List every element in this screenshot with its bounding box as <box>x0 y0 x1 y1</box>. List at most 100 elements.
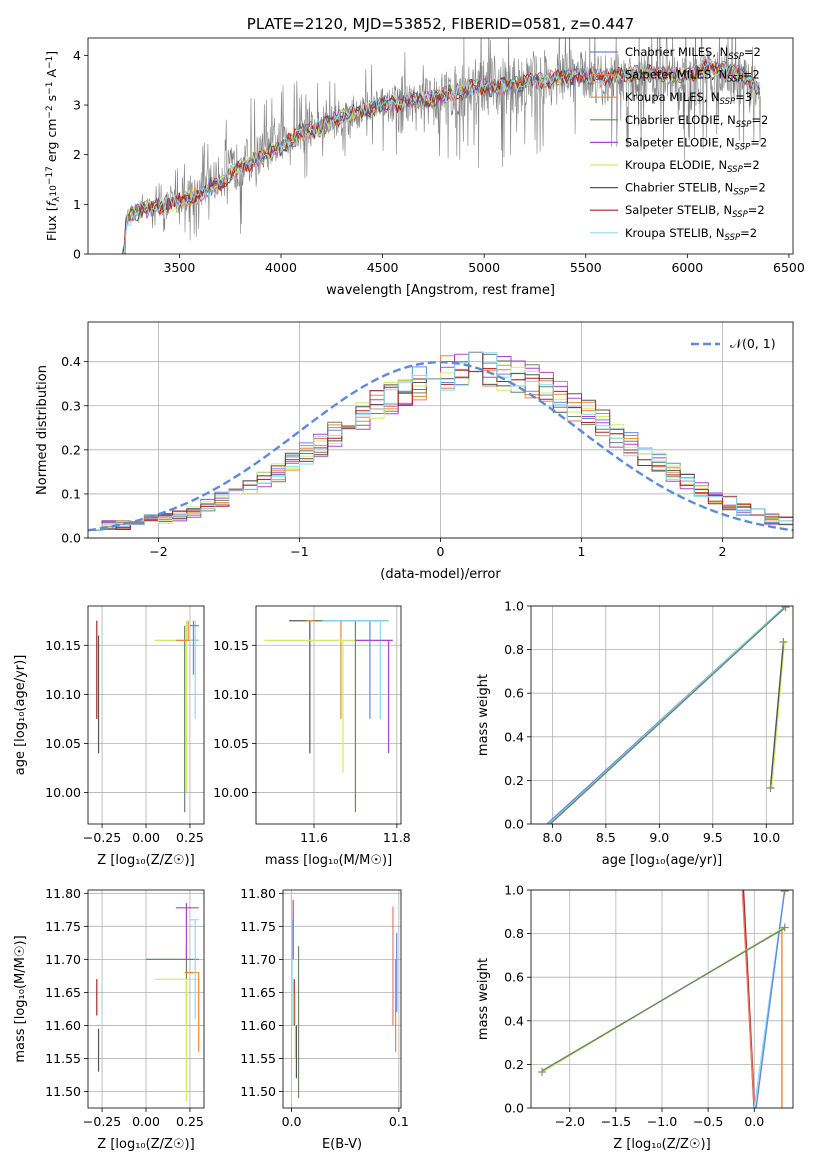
weight-line <box>541 927 786 1072</box>
plot-area <box>538 890 789 1108</box>
x-axis-label: mass [log₁₀(M/M☉)] <box>265 853 392 868</box>
axes-frame <box>255 605 402 825</box>
x-tick-label: 3500 <box>164 260 196 275</box>
y-tick-label: 0.0 <box>61 531 81 546</box>
y-tick-label: 0.6 <box>504 686 524 701</box>
weight-marker <box>766 784 775 793</box>
y-tick-label: 10.15 <box>213 638 249 653</box>
x-tick-label: −1.0 <box>647 1114 677 1129</box>
y-tick-label: 2 <box>73 147 81 162</box>
weight-marker <box>779 637 788 646</box>
y-tick-label: 10.00 <box>45 785 81 800</box>
axes-frame <box>87 37 794 255</box>
legend-label-text: Chabrier STELIB, N <box>625 181 733 195</box>
y-tick-label: 10.00 <box>213 785 249 800</box>
x-tick-label: 11.8 <box>383 830 411 845</box>
legend-label: Kroupa MILES, NSSP=3 <box>625 90 752 107</box>
x-tick-label: 6500 <box>773 260 805 275</box>
y-axis-label-part: −17 <box>45 166 55 185</box>
x-tick-label: 4500 <box>367 260 399 275</box>
axes-frame <box>282 889 402 1109</box>
histogram-8 <box>88 351 793 531</box>
legend-label-text: Kroupa STELIB, N <box>625 226 725 240</box>
y-tick-label: 10.15 <box>45 638 81 653</box>
y-tick-label: 0.2 <box>504 1057 524 1072</box>
x-tick-label: 0.0 <box>282 1114 302 1129</box>
weight-line <box>769 643 785 787</box>
legend-label-text: Salpeter ELODIE, N <box>625 135 735 149</box>
plot-area <box>122 38 761 254</box>
y-tick-label: 0.4 <box>504 1013 524 1028</box>
y-tick-label: 11.80 <box>240 886 276 901</box>
legend-label-suffix: =2 <box>743 158 760 172</box>
axes-frame <box>530 605 794 825</box>
x-tick-label: 11.6 <box>300 830 328 845</box>
y-axis-label-part: −2 <box>45 105 55 118</box>
y-tick-label: 11.55 <box>45 1051 81 1066</box>
y-axis-label: mass weight <box>476 958 491 1040</box>
legend-label-suffix: =2 <box>740 226 757 240</box>
legend-label-suffix: =2 <box>749 181 766 195</box>
x-axis-label: Z [log₁₀(Z/Z☉)] <box>613 1137 710 1152</box>
y-tick-label: 0.8 <box>504 642 524 657</box>
weight-marker <box>780 923 789 932</box>
x-tick-label: −2 <box>149 544 167 559</box>
y-tick-label: 11.50 <box>240 1084 276 1099</box>
x-tick-label: −2.0 <box>555 1114 585 1129</box>
axes-massweight-vs-Z: −2.0 −1.5 −1.0 −0.5 0.0 0.0 0.2 0.4 0.6 0.8 1.0 Z [… <box>476 883 794 1152</box>
y-axis-label-part: −1 <box>45 82 55 95</box>
x-tick-label: −0.5 <box>693 1114 723 1129</box>
y-tick-label: 11.65 <box>45 985 81 1000</box>
y-axis-label-part: λ <box>52 196 62 202</box>
weight-line <box>741 890 755 1108</box>
weight-marker <box>781 606 790 612</box>
y-tick-label: 0.8 <box>504 926 524 941</box>
x-axis-label: (data-model)/error <box>380 567 501 582</box>
x-tick-label: 0.25 <box>176 830 204 845</box>
y-tick-label: 0.2 <box>504 773 524 788</box>
x-tick-label: 0.25 <box>176 1114 204 1129</box>
weight-line <box>770 640 786 790</box>
y-tick-label: 1 <box>73 197 81 212</box>
ticks: 11.6 11.8 10.00 10.05 10.10 10.15 <box>213 638 411 845</box>
legend-label-text: Salpeter MILES, N <box>625 68 727 82</box>
y-axis-label-part: s <box>44 95 59 106</box>
y-axis-label: mass weight <box>476 674 491 756</box>
x-tick-label: 10.0 <box>752 830 780 845</box>
legend-label: Chabrier STELIB, NSSP=2 <box>625 181 766 198</box>
x-tick-label: 4000 <box>265 260 297 275</box>
x-axis-label: wavelength [Angstrom, rest frame] <box>326 283 555 298</box>
axes-age-vs-mass: 11.6 11.8 10.00 10.05 10.10 10.15 mass [log₁₀(… <box>213 605 411 868</box>
x-tick-label: 0 <box>437 544 445 559</box>
y-tick-label: 3 <box>73 98 81 113</box>
y-axis-label: mass [log₁₀(M/M☉)] <box>13 935 28 1062</box>
legend-label: Salpeter ELODIE, NSSP=2 <box>625 135 767 152</box>
y-tick-label: 11.60 <box>45 1018 81 1033</box>
legend-label-text: Chabrier ELODIE, N <box>625 113 736 127</box>
legend-label-sub: SSP <box>727 75 743 85</box>
weight-line <box>549 607 785 824</box>
x-tick-label: 1 <box>578 544 586 559</box>
x-tick-label: 9.5 <box>703 830 723 845</box>
axes-age-vs-Z: −0.25 0.00 0.25 10.00 10.05 10.10 10.15 Z [log₁… <box>13 605 205 868</box>
legend-label-suffix: =2 <box>751 113 768 127</box>
legend-label-sub: SSP <box>733 188 749 198</box>
y-tick-label: 0.2 <box>61 442 81 457</box>
y-axis-label: Normed distribution <box>35 365 50 495</box>
weight-line <box>548 606 786 824</box>
legend-label-text: Salpeter STELIB, N <box>625 203 732 217</box>
legend-label: 𝒩(0, 1) <box>730 336 776 351</box>
plot-area <box>96 903 200 1102</box>
axes-spectrum: 3500 4000 4500 5000 5500 6000 6500 0 1 2 3 4 PLATE=2… <box>44 15 805 298</box>
legend-label-text: Kroupa ELODIE, N <box>625 158 727 172</box>
y-tick-label: 4 <box>73 48 81 63</box>
plot-area <box>291 899 398 1099</box>
y-axis-label-part: 10 <box>49 185 59 197</box>
axes-mass-vs-Z: −0.25 0.00 0.25 11.50 11.55 11.60 11.65 11.70 11… <box>13 886 205 1152</box>
weight-line <box>755 890 786 1108</box>
ticks: −2 −1 0 1 2 0.0 0.1 0.2 0.3 0.4 <box>61 354 726 559</box>
grid <box>88 322 793 539</box>
grid <box>256 606 401 824</box>
legend-label-suffix: =2 <box>750 135 767 149</box>
legend-label-text: Kroupa MILES, N <box>625 90 720 104</box>
